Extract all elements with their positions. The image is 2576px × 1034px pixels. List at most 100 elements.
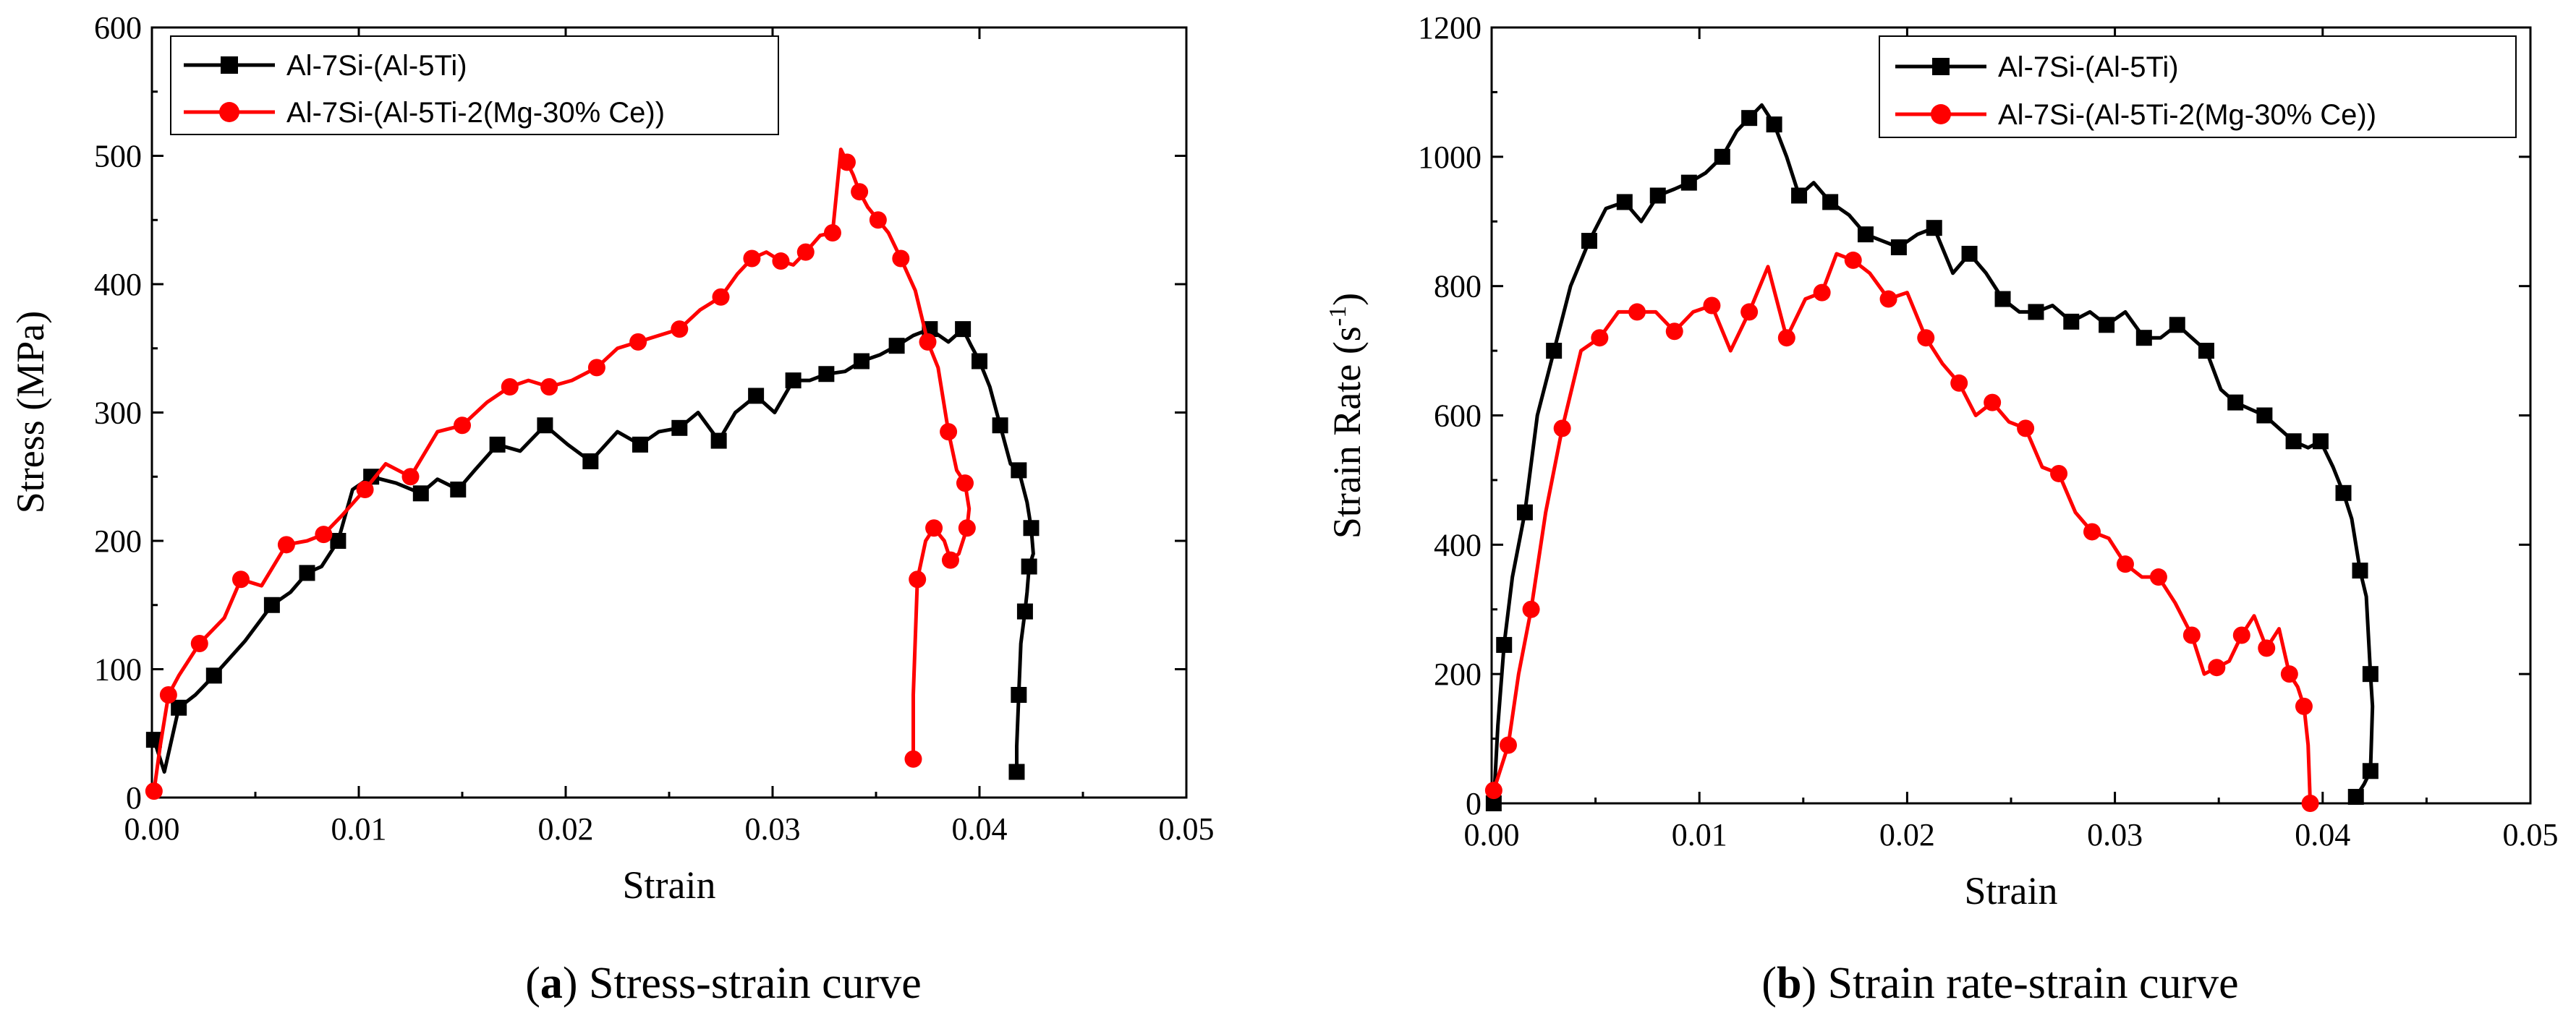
caption-b-close: ): [1801, 959, 1816, 1008]
legend-marker-a-0: [221, 56, 238, 74]
data-point-b-1-20: [1813, 283, 1831, 302]
data-point-a-0-28: [710, 432, 727, 449]
legend-box-a: [170, 35, 779, 135]
data-point-a-1-30: [743, 249, 761, 268]
data-point-b-0-2: [1496, 636, 1513, 653]
data-point-a-0-14: [412, 485, 429, 502]
data-point-b-1-0: [1484, 782, 1502, 800]
y-ticks-b: 0 200 400 600 800 1000 1200: [1418, 10, 2530, 821]
data-point-b-1-48: [2258, 639, 2276, 657]
series-line-b-1: [1492, 252, 2313, 804]
data-point-a-0-18: [489, 436, 506, 453]
series-line-a-1: [152, 148, 972, 792]
data-point-b-0-0: [1485, 795, 1502, 811]
data-point-b-1-2: [1499, 736, 1517, 754]
data-point-b-1-22: [1844, 251, 1862, 269]
data-point-a-0-32: [785, 372, 802, 389]
caption-a-text: Stress-strain curve: [578, 959, 922, 1008]
y-tick-label-a-2: 200: [94, 524, 142, 559]
caption-b: (b) Strain rate-strain curve: [1761, 959, 2238, 1008]
data-point-a-1-28: [712, 288, 730, 306]
data-point-a-1-42: [869, 211, 887, 229]
legend-marker-a-1: [219, 102, 239, 122]
data-point-a-1-52: [958, 519, 976, 537]
data-point-a-1-2: [159, 686, 177, 704]
data-point-a-0-16: [450, 482, 467, 497]
series-line-a-0: [152, 327, 1035, 774]
data-point-a-1-18: [501, 378, 519, 396]
x-tick-label-b-4: 0.04: [2295, 817, 2350, 853]
data-point-a-0-36: [853, 353, 870, 369]
data-point-a-0-44: [972, 353, 987, 369]
data-point-b-1-40: [2149, 568, 2167, 586]
data-point-b-1-34: [2050, 464, 2068, 482]
x-tick-label-b-2: 0.02: [1879, 817, 1935, 853]
data-point-a-0-58: [1008, 764, 1025, 780]
data-point-a-1-14: [401, 468, 420, 486]
data-point-b-0-10: [1616, 194, 1633, 210]
data-point-a-1-48: [940, 423, 958, 441]
data-point-a-1-46: [919, 333, 937, 351]
y-tick-label-a-0: 0: [126, 780, 142, 816]
data-point-a-1-0: [145, 782, 163, 800]
y-axis-title-b: Strain Rate (s-1): [1325, 293, 1369, 539]
legend-marker-b-0: [1932, 58, 1950, 75]
x-tick-label-b-1: 0.01: [1672, 817, 1727, 853]
data-point-b-0-56: [2335, 484, 2352, 501]
y-axis-title-a: Stress (MPa): [9, 311, 52, 514]
data-point-b-0-16: [1714, 148, 1730, 165]
legend-a: Al-7Si-(Al-5Ti) Al-7Si-(Al-5Ti-2(Mg-30% …: [170, 35, 779, 135]
y-tick-label-b-5: 1000: [1418, 140, 1482, 175]
data-point-a-0-48: [1011, 462, 1027, 479]
data-point-b-0-12: [1649, 187, 1666, 204]
legend-box-b: [1879, 35, 2517, 138]
data-point-b-0-24: [1822, 194, 1839, 210]
data-point-b-1-52: [2295, 697, 2313, 715]
x-ticks-b: 0.00 0.01 0.02 0.03 0.04 0.05: [1464, 27, 2559, 853]
caption-b-text: Strain rate-strain curve: [1816, 959, 2239, 1008]
data-point-b-0-34: [1994, 291, 2011, 307]
data-point-b-1-4: [1522, 600, 1540, 618]
data-point-b-0-40: [2099, 317, 2115, 333]
data-point-b-1-14: [1703, 296, 1721, 315]
data-point-b-0-54: [2312, 433, 2329, 450]
x-tick-label-b-0: 0.00: [1464, 817, 1520, 853]
data-point-b-0-38: [2063, 313, 2080, 330]
y-tick-label-a-3: 300: [94, 396, 142, 431]
data-point-a-1-16: [454, 416, 471, 435]
caption-a-close: ): [563, 959, 578, 1008]
data-point-b-0-20: [1766, 116, 1782, 133]
data-point-a-1-44: [892, 249, 910, 268]
x-axis-title-a: Strain: [623, 863, 716, 907]
data-point-a-0-0: [145, 732, 162, 748]
x-tick-label-a-2: 0.02: [538, 811, 594, 847]
data-point-a-0-22: [582, 453, 599, 469]
data-point-b-1-50: [2280, 665, 2298, 683]
data-point-a-1-10: [315, 526, 333, 544]
legend-label-a-0: Al-7Si-(Al-5Ti): [286, 50, 467, 82]
data-point-a-0-54: [1016, 603, 1033, 620]
x-tick-label-a-5: 0.05: [1159, 811, 1215, 847]
y-tick-label-a-6: 600: [94, 10, 142, 46]
data-point-a-1-4: [190, 635, 208, 652]
caption-b-letter: b: [1777, 959, 1801, 1008]
data-point-a-1-24: [629, 333, 647, 351]
data-point-a-0-52: [1021, 558, 1037, 575]
data-point-a-1-20: [540, 378, 558, 396]
data-point-a-1-34: [796, 243, 815, 261]
data-point-b-0-36: [2028, 304, 2044, 320]
data-point-b-1-18: [1777, 329, 1795, 347]
y-tick-label-b-6: 1200: [1418, 10, 1482, 46]
caption-a-open: (: [525, 959, 540, 1008]
y-tick-label-a-5: 500: [94, 139, 142, 174]
data-point-a-1-50: [956, 474, 974, 492]
plot-frame-a: [150, 26, 1188, 799]
series-b: [1484, 103, 2379, 812]
y-tick-label-b-2: 400: [1434, 527, 1482, 563]
data-point-b-0-60: [2362, 666, 2379, 683]
data-point-a-0-10: [330, 533, 347, 549]
y-tick-label-a-1: 100: [94, 652, 142, 688]
data-point-b-1-28: [1950, 374, 1968, 392]
legend-label-a-1: Al-7Si-(Al-5Ti-2(Mg-30% Ce)): [286, 97, 665, 129]
